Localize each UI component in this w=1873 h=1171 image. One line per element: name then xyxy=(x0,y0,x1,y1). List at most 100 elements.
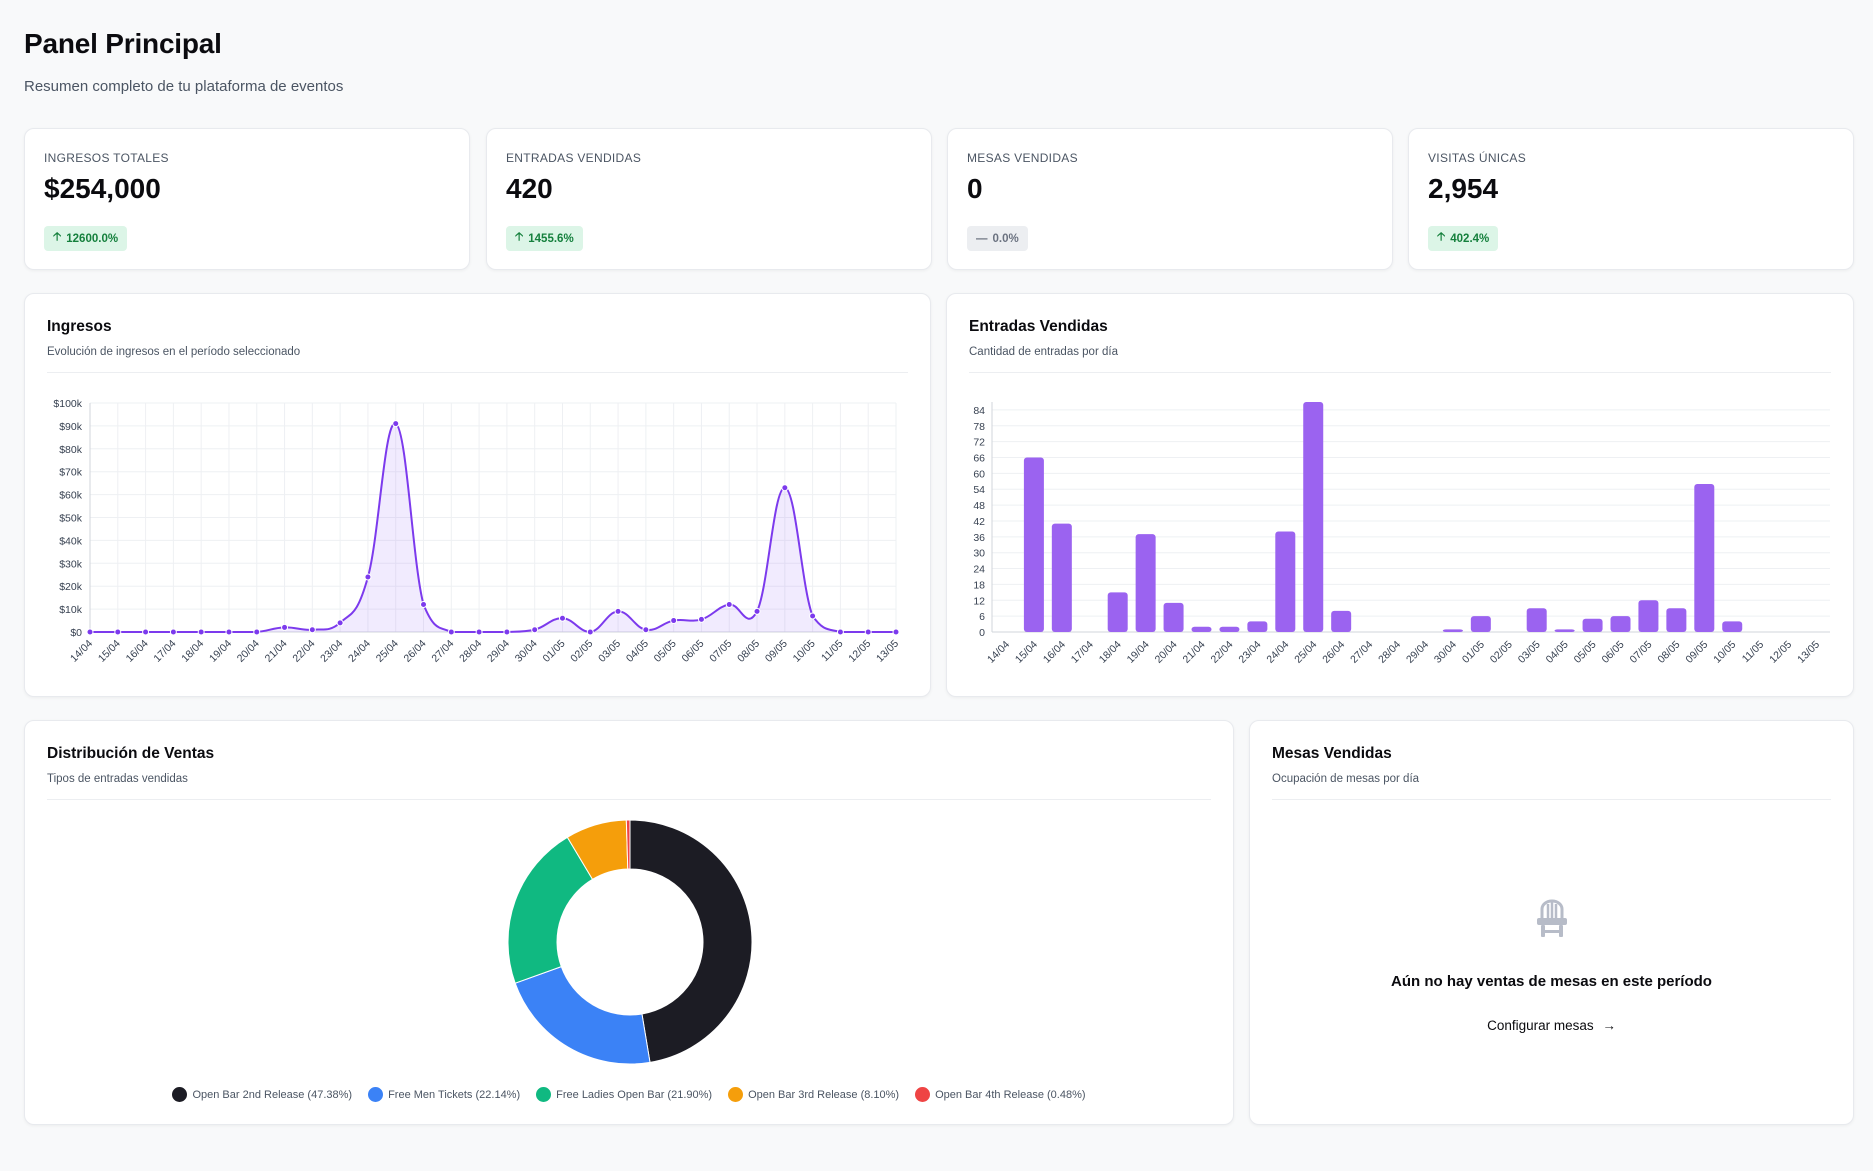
data-point xyxy=(253,628,261,636)
bar xyxy=(1694,483,1715,632)
x-tick-label: 30/04 xyxy=(513,638,540,665)
kpi-change-badge: 🡡 12600.0% xyxy=(44,226,128,251)
legend-item[interactable]: Open Bar 4th Release (0.48%) xyxy=(915,1087,1086,1102)
x-tick-label: 22/04 xyxy=(1208,639,1235,666)
x-tick-label: 28/04 xyxy=(457,638,484,665)
bar xyxy=(1470,616,1491,632)
x-tick-label: 03/05 xyxy=(596,638,623,665)
tables-sold-card: Mesas Vendidas Ocupación de mesas por dí… xyxy=(1249,720,1854,1125)
bar xyxy=(1722,621,1743,632)
bar xyxy=(1666,608,1687,632)
legend-label: Free Men Tickets (22.14%) xyxy=(388,1088,521,1101)
x-tick-label: 07/05 xyxy=(1627,639,1654,666)
data-point xyxy=(836,628,844,636)
data-point xyxy=(642,626,650,634)
bar xyxy=(1191,626,1212,632)
bar xyxy=(1331,610,1352,632)
card-title: Entradas Vendidas xyxy=(969,318,1108,335)
x-tick-label: 12/05 xyxy=(846,638,873,665)
x-tick-label: 05/05 xyxy=(1572,639,1599,666)
legend-swatch xyxy=(728,1087,744,1102)
divider xyxy=(47,799,1211,800)
divider xyxy=(969,372,1831,373)
y-tick-label: 18 xyxy=(973,579,985,591)
bar xyxy=(1638,600,1659,632)
y-tick-label: 72 xyxy=(973,437,985,449)
x-tick-label: 17/04 xyxy=(151,638,178,665)
legend-label: Free Ladies Open Bar (21.90%) xyxy=(556,1088,713,1101)
data-point xyxy=(364,573,372,581)
legend-item[interactable]: Open Bar 3rd Release (8.10%) xyxy=(728,1087,899,1102)
bar xyxy=(1275,531,1296,632)
data-point xyxy=(697,615,705,623)
x-tick-label: 16/04 xyxy=(124,638,151,665)
kpi-change-badge: — 0.0% xyxy=(967,226,1028,251)
x-tick-label: 14/04 xyxy=(68,638,95,665)
data-point xyxy=(392,420,400,428)
x-tick-label: 23/04 xyxy=(1236,639,1263,666)
kpi-card-tickets: ENTRADAS VENDIDAS 420 🡡 1455.6% xyxy=(486,128,932,270)
x-tick-label: 06/05 xyxy=(680,638,707,665)
kpi-value: 0 xyxy=(967,173,983,204)
revenue-chart[interactable]: $0 $10k $20k $30k $40k $50k $60k $70k $80k $90k $1… xyxy=(25,294,932,698)
kpi-card-revenue: INGRESOS TOTALES $254,000 🡡 12600.0% xyxy=(24,128,470,270)
bar xyxy=(1554,629,1575,632)
data-point xyxy=(753,607,761,615)
y-tick-label: $100k xyxy=(53,398,82,410)
legend-label: Open Bar 4th Release (0.48%) xyxy=(935,1088,1086,1101)
y-tick-label: 60 xyxy=(973,468,985,480)
x-tick-label: 28/04 xyxy=(1376,639,1403,666)
legend-item[interactable]: Free Men Tickets (22.14%) xyxy=(368,1087,520,1102)
x-tick-label: 29/04 xyxy=(1404,639,1431,666)
y-tick-label: $90k xyxy=(59,421,83,433)
page-title: Panel Principal xyxy=(24,28,222,59)
x-tick-label: 26/04 xyxy=(402,638,429,665)
data-point xyxy=(503,628,511,636)
data-point xyxy=(809,612,817,620)
card-subtitle: Cantidad de entradas por día xyxy=(969,346,1118,358)
distribution-donut-chart[interactable] xyxy=(25,721,1235,1081)
revenue-chart-card: Ingresos Evolución de ingresos en el per… xyxy=(24,293,931,697)
x-tick-label: 09/05 xyxy=(1683,639,1710,666)
tickets-chart-card: Entradas Vendidas Cantidad de entradas p… xyxy=(946,293,1854,697)
kpi-change-badge: 🡡 1455.6% xyxy=(506,226,583,251)
x-tick-label: 20/04 xyxy=(1153,639,1180,666)
revenue-area xyxy=(90,423,896,632)
donut-slice[interactable] xyxy=(514,966,651,1065)
bar xyxy=(1442,629,1463,632)
chart-legend: Open Bar 2nd Release (47.38%) Free Men T… xyxy=(25,1087,1233,1102)
x-tick-label: 12/05 xyxy=(1767,639,1794,666)
kpi-label: MESAS VENDIDAS xyxy=(967,151,1078,165)
y-tick-label: $10k xyxy=(59,604,83,616)
distribution-chart-card: Distribución de Ventas Tipos de entradas… xyxy=(24,720,1234,1125)
donut-slice[interactable] xyxy=(507,836,594,984)
y-tick-label: 0 xyxy=(979,627,985,639)
x-tick-label: 19/04 xyxy=(207,638,234,665)
x-tick-label: 03/05 xyxy=(1516,639,1543,666)
donut-slice[interactable] xyxy=(625,819,631,870)
arrow-up-icon: 🡡 xyxy=(515,231,524,243)
x-tick-label: 18/04 xyxy=(179,638,206,665)
legend-swatch xyxy=(536,1087,552,1102)
bar xyxy=(1526,608,1547,632)
y-tick-label: 78 xyxy=(973,421,985,433)
x-tick-label: 18/04 xyxy=(1097,639,1124,666)
empty-state-message: Aún no hay ventas de mesas en este perío… xyxy=(1391,973,1712,990)
legend-item[interactable]: Free Ladies Open Bar (21.90%) xyxy=(536,1087,712,1102)
arrow-up-icon: 🡡 xyxy=(53,231,62,243)
x-tick-label: 09/05 xyxy=(763,638,790,665)
y-tick-label: $70k xyxy=(59,467,83,479)
x-tick-label: 11/05 xyxy=(1740,639,1767,666)
tickets-chart[interactable]: 0 6 12 18 24 30 36 42 48 54 60 66 72 78 84 14/04 15/04 16… xyxy=(947,294,1855,698)
card-subtitle: Tipos de entradas vendidas xyxy=(47,773,188,785)
chair-icon xyxy=(1536,899,1567,937)
donut-slice[interactable] xyxy=(629,819,753,1063)
page-subtitle: Resumen completo de tu plataforma de eve… xyxy=(24,78,344,95)
data-point xyxy=(586,628,594,636)
x-tick-label: 08/05 xyxy=(1655,639,1682,666)
configure-tables-link[interactable]: Configurar mesas → xyxy=(1250,1018,1853,1033)
divider xyxy=(1272,799,1831,800)
legend-item[interactable]: Open Bar 2nd Release (47.38%) xyxy=(172,1087,352,1102)
data-point xyxy=(725,601,733,609)
